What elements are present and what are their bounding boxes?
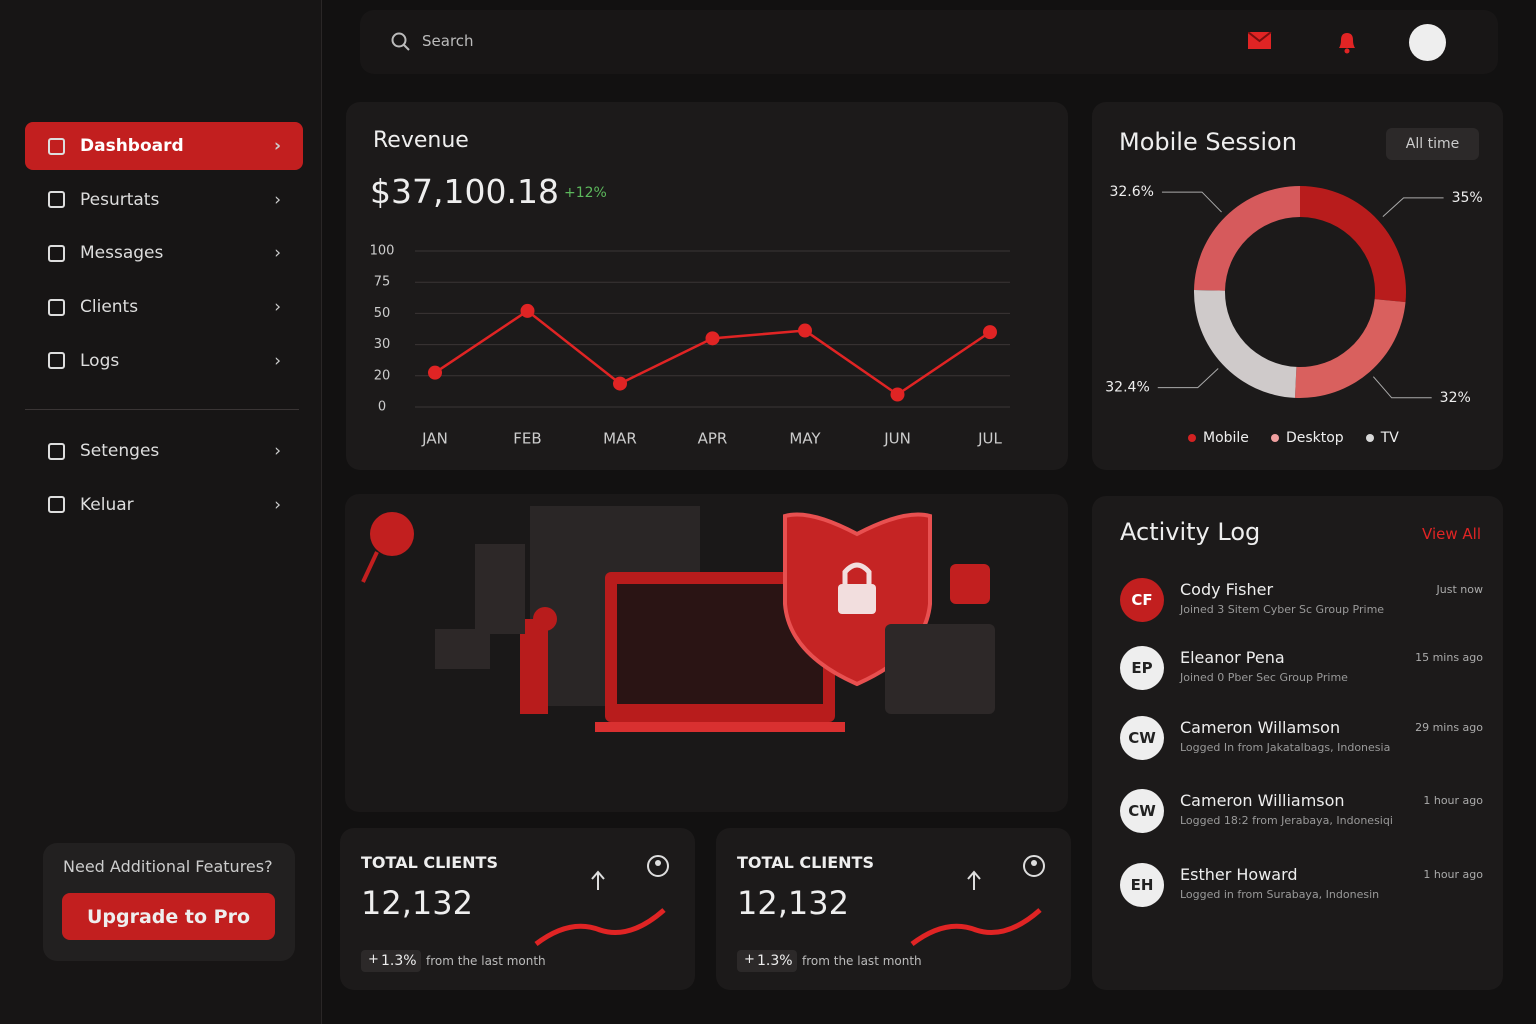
legend-item: TV	[1365, 430, 1399, 446]
nav-item[interactable]: Setenges ›	[25, 427, 303, 475]
legend-dot	[1270, 434, 1279, 442]
view-all-link[interactable]: View All	[1422, 525, 1481, 543]
legend-item: Desktop	[1270, 430, 1344, 446]
session-panel: Mobile Session All time Mobile Desktop TV	[1092, 102, 1503, 470]
activity-name: Cody Fisher	[1180, 580, 1274, 599]
card-change: 1.3%	[361, 950, 421, 972]
card-value: 12,132	[737, 884, 849, 922]
nav-item[interactable]: Logs ›	[25, 337, 303, 385]
activity-name: Esther Howard	[1180, 865, 1298, 884]
nav-label: Setenges	[80, 441, 160, 461]
activity-time: 1 hour ago	[1423, 868, 1483, 881]
activity-time: 1 hour ago	[1423, 794, 1483, 807]
avatar: CW	[1120, 716, 1164, 760]
nav-item[interactable]: Messages ›	[25, 229, 303, 277]
mail-icon[interactable]	[1248, 32, 1272, 50]
arrow: +	[368, 952, 379, 967]
time-filter[interactable]: All time	[1386, 128, 1479, 160]
promo: Need Additional Features? Upgrade to Pro	[43, 843, 295, 961]
nav-item[interactable]: Pesurtats ›	[25, 176, 303, 224]
legend: Mobile Desktop TV	[1188, 430, 1399, 446]
stat-card: TOTAL CLIENTS 12,132 1.3% from the last mon…	[340, 828, 695, 990]
nav-label: Messages	[80, 243, 164, 264]
card-art	[534, 855, 669, 946]
nav-icon	[48, 352, 65, 370]
chevron: ›	[274, 297, 281, 318]
legend-dot	[1188, 434, 1196, 442]
nav-icon	[48, 496, 65, 514]
illustration-art	[361, 506, 995, 732]
nav-item[interactable]: Keluar ›	[25, 481, 303, 529]
legend-dot	[1365, 434, 1374, 442]
activity-detail: Logged 18:2 from Jerabaya, Indonesiqi	[1180, 814, 1393, 827]
activity-name: Eleanor Pena	[1180, 648, 1285, 667]
nav-label: Keluar	[80, 494, 134, 515]
activity-item: CF Cody Fisher Joined 3 Sitem Cyber Sc Gro…	[1120, 578, 1485, 638]
arrow: +	[744, 952, 755, 967]
nav-icon	[48, 137, 65, 155]
card-value: 12,132	[361, 884, 473, 922]
avatar: CW	[1120, 789, 1164, 833]
nav-icon	[48, 244, 65, 262]
nav-label: Clients	[80, 297, 139, 318]
nav-icon	[48, 442, 65, 460]
legend-label: Mobile	[1203, 430, 1249, 446]
avatar: EH	[1120, 863, 1164, 907]
revenue-title: Revenue	[373, 128, 469, 153]
legend-label: Desktop	[1285, 430, 1344, 446]
avatar: CF	[1120, 578, 1164, 622]
chevron: ›	[274, 243, 281, 264]
activity-time: Just now	[1436, 583, 1483, 596]
promo-text: Need Additional Features?	[63, 857, 273, 876]
session-title: Mobile Session	[1119, 128, 1297, 156]
nav-label: Dashboard	[80, 136, 184, 156]
activity-item: CW Cameron Willamson Logged In from Jakata…	[1120, 716, 1485, 776]
nav-label: Pesurtats	[80, 189, 160, 210]
revenue-panel: Revenue $37,100.18 +12%	[346, 102, 1068, 470]
header: Search	[360, 10, 1498, 74]
legend-label: TV	[1380, 430, 1399, 446]
illustration	[345, 494, 1068, 812]
card-title: TOTAL CLIENTS	[737, 853, 874, 872]
activity-name: Cameron Williamson	[1180, 791, 1345, 810]
chevron: ›	[274, 350, 281, 371]
nav-item[interactable]: Dashboard ›	[25, 122, 303, 170]
activity-time: 15 mins ago	[1415, 651, 1483, 664]
chevron: ›	[274, 189, 281, 210]
activity-item: CW Cameron Williamson Logged 18:2 from Jer…	[1120, 789, 1485, 849]
nav-icon	[48, 298, 65, 316]
activity-time: 29 mins ago	[1415, 721, 1483, 734]
nav-label: Logs	[80, 350, 120, 371]
avatar: EP	[1120, 646, 1164, 690]
legend-item: Mobile	[1188, 430, 1249, 446]
activity-item: EH Esther Howard Logged in from Surabaya, …	[1120, 863, 1485, 923]
nav-item[interactable]: Clients ›	[25, 283, 303, 331]
activity-name: Cameron Willamson	[1180, 718, 1341, 737]
search-icon	[391, 32, 410, 51]
nav-icon	[48, 191, 65, 209]
divider	[25, 409, 299, 410]
stat-card: TOTAL CLIENTS 12,132 1.3% from the last mon…	[716, 828, 1071, 990]
chevron: ›	[273, 136, 281, 156]
activity-detail: Logged in from Surabaya, Indonesin	[1180, 888, 1380, 901]
chevron: ›	[274, 441, 281, 461]
upgrade-button[interactable]: Upgrade to Pro	[62, 893, 275, 940]
activity-item: EP Eleanor Pena Joined 0 Pber Sec Group Pr…	[1120, 646, 1485, 706]
activity-detail: Joined 0 Pber Sec Group Prime	[1180, 671, 1348, 684]
card-note: from the last month	[802, 954, 922, 968]
revenue-amount: $37,100.18	[370, 172, 559, 211]
activity-detail: Logged In from Jakatalbags, Indonesia	[1180, 741, 1391, 754]
card-change: 1.3%	[737, 950, 797, 972]
card-art	[910, 855, 1045, 946]
activity-title: Activity Log	[1120, 518, 1261, 546]
card-note: from the last month	[426, 954, 546, 968]
card-title: TOTAL CLIENTS	[361, 853, 498, 872]
activity-detail: Joined 3 Sitem Cyber Sc Group Prime	[1180, 603, 1385, 616]
search-input[interactable]: Search	[422, 32, 474, 50]
avatar[interactable]	[1409, 24, 1446, 61]
revenue-change: +12%	[564, 185, 607, 201]
chevron: ›	[274, 494, 281, 515]
bell-icon[interactable]	[1336, 30, 1358, 54]
